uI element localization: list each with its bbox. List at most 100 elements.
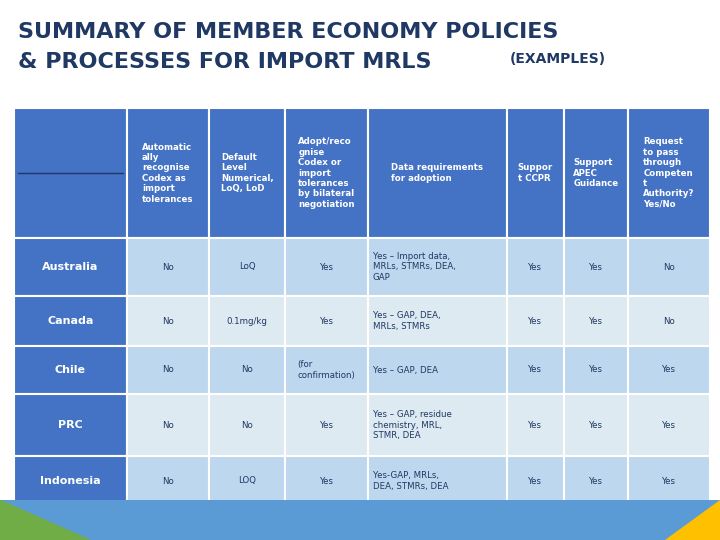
Bar xyxy=(14,296,127,346)
Bar xyxy=(564,346,628,394)
Bar xyxy=(127,456,209,506)
Bar xyxy=(507,394,564,456)
Bar xyxy=(285,456,368,506)
Text: Yes: Yes xyxy=(528,476,542,485)
Text: Adopt/reco
gnise
Codex or
import
tolerances
by bilateral
negotiation: Adopt/reco gnise Codex or import toleran… xyxy=(298,137,355,208)
Text: (for
confirmation): (for confirmation) xyxy=(297,360,356,380)
Bar xyxy=(368,346,507,394)
Text: Yes: Yes xyxy=(589,262,603,272)
Text: No: No xyxy=(162,421,174,429)
Text: 0.1mg/kg: 0.1mg/kg xyxy=(227,316,268,326)
Bar xyxy=(285,108,368,238)
Text: Indonesia: Indonesia xyxy=(40,476,101,486)
Bar xyxy=(209,346,285,394)
Text: Chile: Chile xyxy=(55,365,86,375)
Text: & PROCESSES FOR IMPORT MRLS: & PROCESSES FOR IMPORT MRLS xyxy=(18,52,431,72)
Bar xyxy=(209,238,285,296)
Text: Yes: Yes xyxy=(320,476,333,485)
Bar xyxy=(285,394,368,456)
Text: Yes: Yes xyxy=(662,476,676,485)
Text: No: No xyxy=(663,262,675,272)
Bar xyxy=(127,108,209,238)
Text: PRC: PRC xyxy=(58,420,83,430)
Bar xyxy=(368,456,507,506)
Text: No: No xyxy=(162,316,174,326)
Text: Yes: Yes xyxy=(528,262,542,272)
Text: Yes – GAP, residue
chemistry, MRL,
STMR, DEA: Yes – GAP, residue chemistry, MRL, STMR,… xyxy=(372,410,451,440)
Bar xyxy=(209,296,285,346)
Bar xyxy=(564,238,628,296)
Text: Yes: Yes xyxy=(589,421,603,429)
Bar xyxy=(285,296,368,346)
Text: Default
Level
Numerical,
LoQ, LoD: Default Level Numerical, LoQ, LoD xyxy=(221,153,274,193)
Text: Support
APEC
Guidance: Support APEC Guidance xyxy=(573,158,618,188)
Text: LoQ: LoQ xyxy=(239,262,256,272)
Text: Request
to pass
through
Competen
t
Authority?
Yes/No: Request to pass through Competen t Autho… xyxy=(643,137,695,208)
Text: Yes: Yes xyxy=(528,421,542,429)
Text: Suppor
t CCPR: Suppor t CCPR xyxy=(518,163,553,183)
Bar xyxy=(368,394,507,456)
Bar xyxy=(127,296,209,346)
Text: No: No xyxy=(162,262,174,272)
Text: No: No xyxy=(162,476,174,485)
Polygon shape xyxy=(665,500,720,540)
Text: No: No xyxy=(241,421,253,429)
Text: Automatic
ally
recognise
Codex as
import
tolerances: Automatic ally recognise Codex as import… xyxy=(142,143,194,204)
Bar xyxy=(628,346,710,394)
Bar xyxy=(209,108,285,238)
Text: Australia: Australia xyxy=(42,262,99,272)
Text: Yes: Yes xyxy=(528,316,542,326)
Bar xyxy=(14,238,127,296)
Bar xyxy=(628,238,710,296)
Text: Yes: Yes xyxy=(589,316,603,326)
Bar xyxy=(564,394,628,456)
Bar xyxy=(127,238,209,296)
Bar xyxy=(14,108,127,238)
Text: SUMMARY OF MEMBER ECONOMY POLICIES: SUMMARY OF MEMBER ECONOMY POLICIES xyxy=(18,22,559,42)
Text: Yes: Yes xyxy=(589,366,603,375)
Bar xyxy=(564,108,628,238)
Text: Yes: Yes xyxy=(320,316,333,326)
Bar xyxy=(507,238,564,296)
Bar xyxy=(14,394,127,456)
Text: No: No xyxy=(241,366,253,375)
Bar xyxy=(285,346,368,394)
Bar xyxy=(507,108,564,238)
Text: Yes-GAP, MRLs,
DEA, STMRs, DEA: Yes-GAP, MRLs, DEA, STMRs, DEA xyxy=(372,471,448,491)
Text: Yes: Yes xyxy=(662,421,676,429)
Bar xyxy=(127,394,209,456)
Bar xyxy=(368,108,507,238)
Bar xyxy=(628,394,710,456)
Text: Yes – GAP, DEA,
MRLs, STMRs: Yes – GAP, DEA, MRLs, STMRs xyxy=(372,311,440,330)
Text: Yes – Import data,
MRLs, STMRs, DEA,
GAP: Yes – Import data, MRLs, STMRs, DEA, GAP xyxy=(372,252,456,282)
Text: Yes: Yes xyxy=(589,476,603,485)
Bar xyxy=(368,238,507,296)
Bar xyxy=(507,346,564,394)
Bar xyxy=(127,346,209,394)
Bar xyxy=(628,108,710,238)
Bar xyxy=(209,456,285,506)
Bar xyxy=(507,456,564,506)
Text: No: No xyxy=(162,366,174,375)
Bar xyxy=(628,456,710,506)
Bar xyxy=(0,500,720,540)
Text: Yes: Yes xyxy=(528,366,542,375)
Bar xyxy=(14,346,127,394)
Text: Yes: Yes xyxy=(320,421,333,429)
Bar xyxy=(628,296,710,346)
Text: No: No xyxy=(663,316,675,326)
Polygon shape xyxy=(0,500,90,540)
Bar xyxy=(564,456,628,506)
Bar xyxy=(209,394,285,456)
Text: Yes: Yes xyxy=(320,262,333,272)
Text: Data requirements
for adoption: Data requirements for adoption xyxy=(391,163,483,183)
Text: Yes: Yes xyxy=(662,366,676,375)
Bar xyxy=(564,296,628,346)
Text: LOQ: LOQ xyxy=(238,476,256,485)
Bar xyxy=(285,238,368,296)
Bar xyxy=(507,296,564,346)
Text: (EXAMPLES): (EXAMPLES) xyxy=(510,52,606,66)
Text: Yes – GAP, DEA: Yes – GAP, DEA xyxy=(372,366,438,375)
Text: Canada: Canada xyxy=(48,316,94,326)
Bar xyxy=(368,296,507,346)
